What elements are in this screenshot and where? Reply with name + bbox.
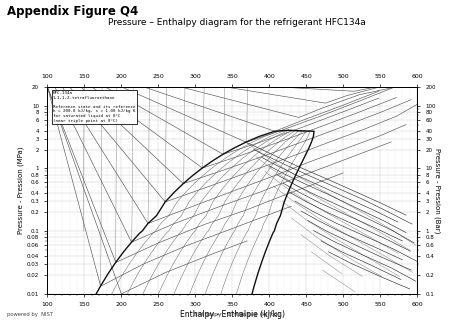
X-axis label: Enthalpy - Enthalpie (kJ/kg): Enthalpy - Enthalpie (kJ/kg) [180, 310, 285, 319]
Y-axis label: Pressure - Pression (Bar): Pressure - Pression (Bar) [434, 148, 440, 233]
Text: powered by  NIST: powered by NIST [7, 312, 53, 317]
Text: Pressure – Enthalpy diagram for the refrigerant HFC134a: Pressure – Enthalpy diagram for the refr… [108, 18, 366, 27]
Y-axis label: Pressure - Pression (MPa): Pressure - Pression (MPa) [18, 147, 24, 234]
Text: Enthalpy - Enthalpie (kJ/kg): Enthalpy - Enthalpie (kJ/kg) [194, 312, 280, 317]
Text: Appendix Figure Q4: Appendix Figure Q4 [7, 5, 138, 18]
Text: HFC-134a
1,1,1,2-tetrafluoroethane

Reference state and its reference
h = 200.0 : HFC-134a 1,1,1,2-tetrafluoroethane Refer… [53, 91, 136, 123]
